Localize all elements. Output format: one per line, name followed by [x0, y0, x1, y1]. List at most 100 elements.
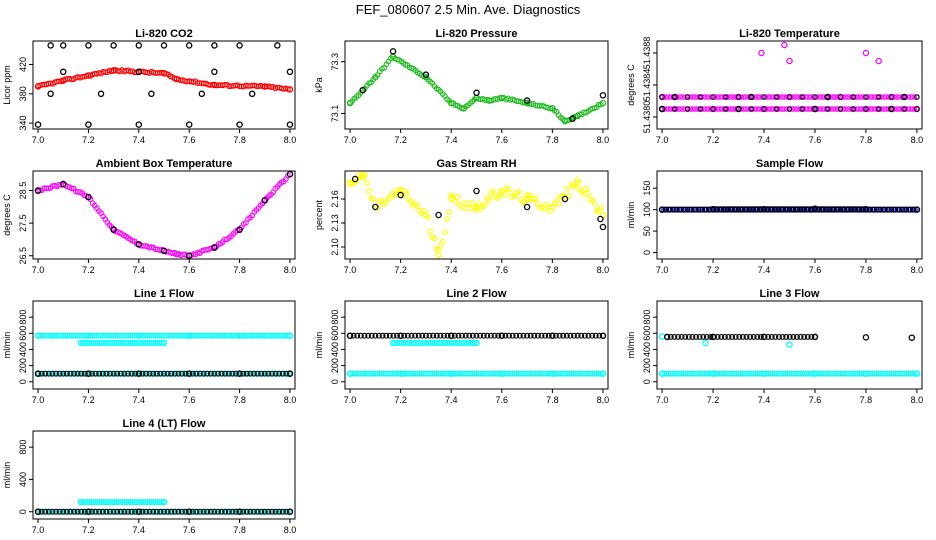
- data-point: [265, 508, 272, 515]
- data-point: [117, 370, 124, 377]
- data-point: [469, 332, 476, 339]
- data-point: [488, 370, 495, 377]
- data-point: [67, 508, 74, 515]
- data-point: [255, 332, 262, 339]
- series-black: [663, 333, 916, 341]
- data-point: [402, 340, 409, 346]
- data-point: [761, 94, 767, 100]
- data-point: [862, 49, 870, 57]
- data-point: [846, 370, 852, 377]
- data-point: [234, 332, 241, 339]
- data-point: [672, 106, 678, 112]
- data-point: [98, 499, 105, 505]
- data-point: [665, 94, 671, 100]
- data-point: [59, 42, 67, 49]
- data-point: [347, 332, 354, 339]
- data-point: [561, 195, 569, 203]
- data-point: [701, 370, 708, 377]
- data-point: [879, 370, 886, 377]
- data-point: [496, 370, 503, 377]
- data-point: [82, 499, 88, 505]
- data-point: [697, 206, 704, 213]
- data-point: [691, 206, 698, 213]
- data-point: [812, 333, 818, 340]
- data-point: [914, 94, 920, 100]
- data-point: [63, 370, 70, 377]
- x-tick-label: 7.8: [546, 135, 559, 145]
- data-point: [781, 94, 787, 100]
- data-point: [357, 174, 364, 181]
- data-point: [505, 370, 512, 377]
- data-point: [901, 206, 908, 213]
- x-tick-label: 7.0: [656, 265, 669, 275]
- data-point: [389, 370, 396, 377]
- data-point: [171, 370, 178, 377]
- data-point: [140, 332, 146, 339]
- y-axis-label: degrees C: [2, 194, 12, 236]
- data-point: [715, 94, 722, 100]
- x-tick-label: 7.0: [344, 265, 357, 275]
- data-point: [425, 340, 432, 346]
- data-point: [526, 191, 533, 198]
- data-point: [856, 370, 863, 377]
- data-point: [545, 332, 552, 339]
- data-point: [390, 332, 397, 339]
- data-point: [404, 370, 410, 377]
- data-point: [888, 370, 895, 377]
- x-tick-label: 7.6: [496, 135, 509, 145]
- data-point: [456, 370, 463, 377]
- data-point: [712, 370, 719, 377]
- data-point: [741, 106, 747, 112]
- data-point: [232, 332, 239, 339]
- data-point: [117, 340, 124, 346]
- data-point: [516, 332, 523, 339]
- data-point: [913, 206, 920, 213]
- data-point: [524, 332, 531, 339]
- series-black: [658, 93, 920, 113]
- data-point: [501, 192, 507, 199]
- data-point: [414, 202, 421, 209]
- data-point: [532, 194, 539, 201]
- series-black: [658, 205, 921, 213]
- data-point: [133, 332, 140, 339]
- data-point: [718, 370, 725, 377]
- data-point: [678, 370, 685, 377]
- data-point: [361, 332, 368, 339]
- data-point: [711, 333, 718, 340]
- data-point: [523, 203, 531, 211]
- data-point: [347, 370, 354, 377]
- data-point: [78, 370, 85, 377]
- data-point: [755, 106, 762, 112]
- data-point: [739, 370, 746, 377]
- data-point: [192, 332, 199, 339]
- data-point: [157, 508, 164, 515]
- data-point: [404, 332, 411, 339]
- data-point: [583, 370, 590, 377]
- x-tick-label: 7.8: [860, 135, 873, 145]
- data-point: [135, 332, 142, 339]
- x-tick-label: 7.2: [394, 395, 407, 405]
- data-point: [158, 340, 165, 346]
- data-point: [128, 370, 135, 377]
- data-point: [679, 106, 685, 112]
- chart-title: Li-820 Temperature: [739, 28, 840, 40]
- data-point: [233, 370, 239, 377]
- data-point: [87, 332, 94, 339]
- data-point: [557, 370, 564, 377]
- data-point: [754, 333, 761, 340]
- plot-frame: [656, 40, 923, 130]
- data-point: [354, 332, 361, 339]
- data-point: [109, 499, 115, 505]
- data-point: [251, 508, 257, 515]
- data-point: [703, 370, 710, 377]
- data-point: [259, 332, 266, 339]
- data-point: [280, 332, 287, 339]
- data-point: [107, 499, 113, 505]
- data-point: [881, 206, 888, 213]
- data-point: [458, 340, 465, 346]
- data-point: [228, 332, 235, 339]
- data-point: [282, 332, 289, 339]
- plot-frame: [344, 300, 609, 390]
- data-point: [185, 121, 193, 128]
- y-tick-label: 420: [18, 57, 28, 72]
